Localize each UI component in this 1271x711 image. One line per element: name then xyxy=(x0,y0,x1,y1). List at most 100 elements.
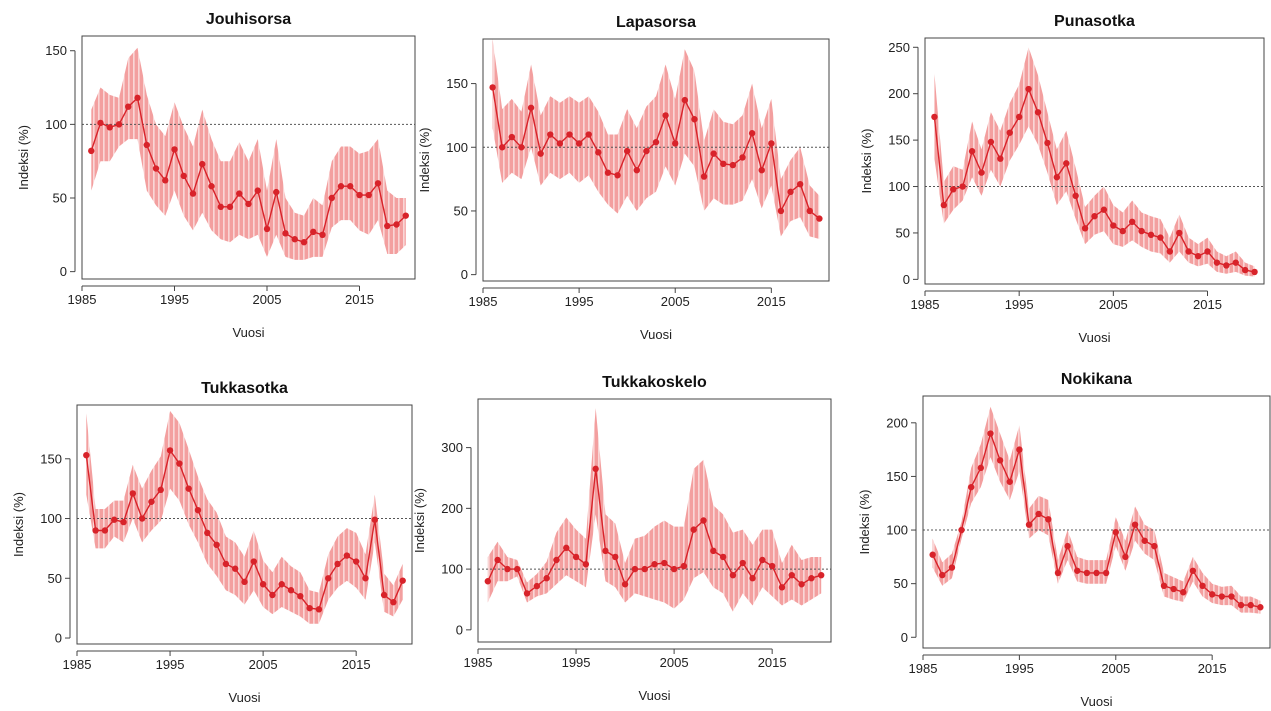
data-point-2005 xyxy=(1112,528,1119,536)
data-point-1998 xyxy=(1044,139,1051,147)
data-point-2017 xyxy=(788,571,795,579)
data-point-2012 xyxy=(328,194,335,202)
x-tick-label: 2015 xyxy=(342,657,371,672)
data-point-2014 xyxy=(1199,582,1206,590)
data-point-2004 xyxy=(250,558,258,565)
data-point-1988 xyxy=(948,564,956,571)
data-point-2011 xyxy=(1166,248,1174,255)
data-point-2004 xyxy=(1102,569,1110,577)
data-point-1994 xyxy=(1006,478,1013,485)
data-point-1994 xyxy=(162,177,169,184)
chart-title: Tukkasotka xyxy=(201,380,288,397)
chart-title: Punasotka xyxy=(1054,13,1135,30)
y-tick-label: 50 xyxy=(896,225,910,240)
data-point-1996 xyxy=(180,172,187,180)
data-point-2014 xyxy=(343,552,351,559)
y-tick-label: 100 xyxy=(888,179,910,194)
data-point-2012 xyxy=(739,559,746,567)
data-point-1990 xyxy=(120,518,127,526)
data-point-2005 xyxy=(263,225,271,233)
x-tick-label: 1995 xyxy=(160,292,189,307)
data-point-2009 xyxy=(297,593,304,600)
data-point-1999 xyxy=(614,172,621,179)
data-point-1988 xyxy=(950,186,957,193)
data-point-2007 xyxy=(278,581,285,588)
data-point-1996 xyxy=(1025,521,1033,528)
data-point-1994 xyxy=(157,486,164,494)
data-point-1992 xyxy=(543,575,550,582)
y-axis-label: Indeksi (%) xyxy=(412,488,427,553)
data-point-1998 xyxy=(604,169,612,176)
data-point-1986 xyxy=(484,578,492,585)
data-point-1998 xyxy=(602,547,609,555)
x-tick-label: 2015 xyxy=(758,655,787,670)
data-point-2018 xyxy=(380,591,388,599)
x-axis-label: Vuosi xyxy=(1078,330,1110,345)
data-point-2020 xyxy=(402,212,409,219)
confidence-band xyxy=(487,408,822,612)
data-point-1993 xyxy=(152,165,160,172)
data-point-2002 xyxy=(1083,569,1091,577)
data-point-1991 xyxy=(134,94,141,102)
confidence-band xyxy=(91,47,406,260)
data-point-1993 xyxy=(556,140,564,147)
data-point-1988 xyxy=(504,565,511,573)
chart-panel-2: 1985 1995 2005 2015 0 50 100 150 Lapasorsa Vuosi I… xyxy=(417,14,830,342)
data-point-1992 xyxy=(138,515,146,522)
data-point-1994 xyxy=(566,131,573,138)
data-point-2015 xyxy=(768,562,776,570)
plot-frame xyxy=(477,398,832,643)
y-axis-label: Indeksi (%) xyxy=(857,489,872,554)
data-point-2007 xyxy=(1128,218,1136,226)
data-point-2000 xyxy=(621,581,629,588)
data-point-2011 xyxy=(1170,585,1177,593)
data-point-2013 xyxy=(337,183,345,190)
y-tick-label: 100 xyxy=(886,523,908,538)
data-point-1986 xyxy=(489,84,496,91)
data-point-2016 xyxy=(1218,593,1226,600)
chart-title: Nokikana xyxy=(1061,371,1132,388)
data-point-1989 xyxy=(514,565,521,573)
data-point-2017 xyxy=(1223,262,1230,269)
y-tick-label: 250 xyxy=(888,40,910,55)
data-point-2007 xyxy=(690,526,697,533)
data-point-2008 xyxy=(700,173,708,180)
data-point-2006 xyxy=(273,188,280,196)
data-point-1990 xyxy=(523,590,531,597)
data-point-2020 xyxy=(399,577,406,584)
y-tick-label: 100 xyxy=(441,562,463,577)
data-point-2020 xyxy=(1251,268,1258,276)
data-point-1993 xyxy=(148,498,155,505)
data-point-2018 xyxy=(1232,259,1239,266)
data-point-2000 xyxy=(623,147,631,155)
data-point-2007 xyxy=(282,230,289,237)
plot-frame xyxy=(81,35,416,280)
y-tick-label: 100 xyxy=(40,511,62,526)
data-point-1994 xyxy=(563,544,570,552)
data-point-1986 xyxy=(88,147,95,155)
y-tick-label: 0 xyxy=(461,267,468,282)
x-tick-label: 1995 xyxy=(156,657,185,672)
data-point-2010 xyxy=(720,160,727,168)
data-point-2000 xyxy=(213,541,220,549)
data-point-1995 xyxy=(572,553,580,561)
data-point-1989 xyxy=(111,516,118,523)
chart-title: Tukkakoskelo xyxy=(602,374,707,391)
data-point-1991 xyxy=(533,582,541,590)
x-tick-label: 2005 xyxy=(253,292,282,307)
data-point-2013 xyxy=(1185,248,1192,255)
data-point-1992 xyxy=(987,138,995,146)
data-point-1990 xyxy=(125,103,132,110)
data-point-2012 xyxy=(1176,229,1183,237)
data-point-2003 xyxy=(1091,213,1098,220)
data-point-2008 xyxy=(1141,537,1148,544)
data-point-2014 xyxy=(759,556,766,564)
data-point-2017 xyxy=(371,516,378,523)
data-point-2008 xyxy=(700,517,707,524)
x-tick-label: 2015 xyxy=(345,292,374,307)
x-axis-label: Vuosi xyxy=(232,325,264,340)
data-point-1991 xyxy=(129,490,137,497)
data-point-2003 xyxy=(245,200,252,208)
data-point-2018 xyxy=(796,181,804,188)
data-point-2002 xyxy=(1081,225,1089,232)
